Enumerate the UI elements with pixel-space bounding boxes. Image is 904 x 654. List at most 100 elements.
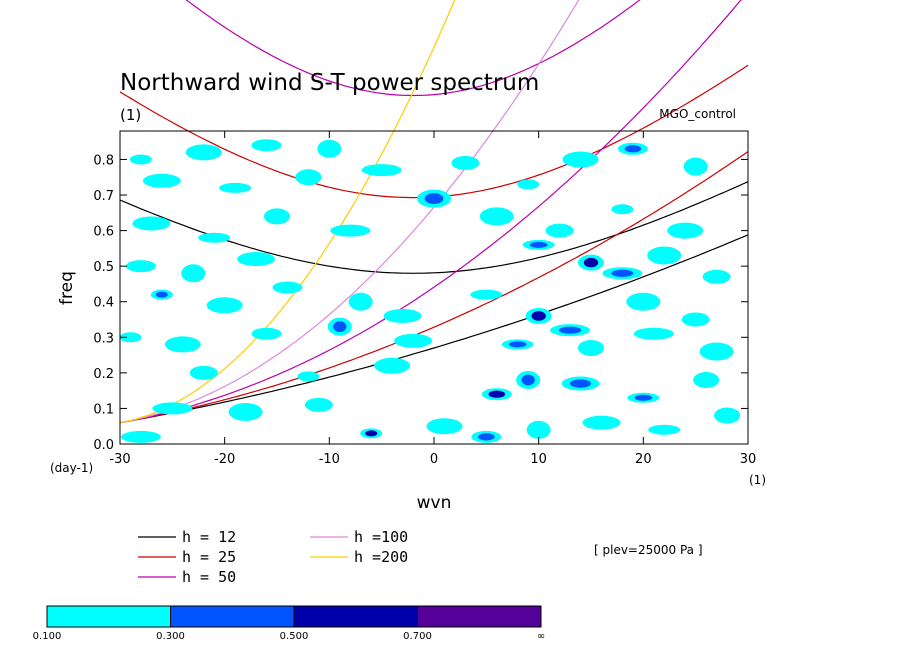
contour-blob — [206, 297, 243, 314]
contour-blob — [517, 179, 540, 190]
contour-blob — [361, 164, 402, 177]
x-tick-label: -10 — [319, 452, 340, 467]
contour-blob-core — [583, 257, 599, 268]
contour-blob — [648, 424, 681, 435]
case-label: MGO_control — [659, 107, 736, 121]
contour-blob — [297, 371, 320, 382]
contour-blob — [626, 292, 661, 311]
curve-legend: h = 12 h = 25 h = 50 h =100 h =200 — [138, 528, 408, 586]
legend-label: h = 25 — [182, 548, 236, 566]
contour-blob — [181, 264, 206, 283]
contour-blob-core — [155, 291, 168, 298]
contour-blob — [330, 224, 371, 237]
y-tick-label: 0.1 — [93, 402, 114, 417]
contour-blob — [129, 154, 152, 165]
contour-blob — [132, 216, 171, 231]
contour-blob — [228, 402, 263, 421]
contour-blob — [693, 371, 720, 388]
contour-blob — [251, 139, 282, 152]
y-tick-label: 0.3 — [93, 331, 114, 346]
pressure-annotation: [ plev=25000 Pa ] — [594, 543, 703, 557]
contour-blob — [578, 339, 604, 356]
contour-blob — [633, 327, 674, 340]
contour-blob — [681, 312, 710, 327]
contour-blob-core — [559, 326, 582, 334]
contour-blob-core — [529, 241, 548, 248]
contour-blob — [683, 157, 708, 176]
colorbar-segment — [46, 605, 171, 628]
y-tick-label: 0.2 — [93, 367, 114, 382]
contour-blob-core — [611, 269, 634, 277]
contour-blob — [426, 418, 463, 435]
chart-subtitle: (1) — [120, 106, 141, 124]
contour-blob — [545, 223, 574, 238]
contour-blob — [317, 139, 342, 158]
contour-blob — [164, 336, 201, 353]
x-tick-label: -30 — [109, 452, 130, 467]
contour-blob-core — [488, 390, 506, 398]
colorbar-label: 0.100 — [33, 631, 62, 642]
y-tick-label: 0.4 — [93, 296, 114, 311]
x-tick-label: 30 — [740, 452, 757, 467]
colorbar-label: 0.300 — [156, 631, 185, 642]
y-unit-label: (day-1) — [50, 461, 93, 475]
colorbar-segment — [170, 605, 295, 628]
kelvin-curve — [119, 234, 749, 424]
contour-blob-core — [365, 430, 378, 437]
contour-blob — [189, 365, 218, 380]
contour-blob — [374, 357, 411, 374]
contour-blob — [152, 402, 193, 415]
contour-blob — [237, 252, 276, 267]
colorbar-segment — [293, 605, 418, 628]
contour-blob — [120, 332, 142, 343]
contour-blob-core — [478, 433, 495, 441]
x-tick-label: 20 — [635, 452, 652, 467]
x-tick-label: 10 — [530, 452, 547, 467]
contour-blob-core — [508, 341, 527, 348]
legend-label: h = 12 — [182, 528, 236, 546]
x-unit-label: (1) — [749, 473, 766, 487]
dispersion-curve — [185, 0, 641, 97]
contour-blob — [198, 232, 231, 243]
contour-blob — [647, 246, 682, 265]
colorbar: 0.100 0.300 0.500 0.700 ∞ — [33, 605, 545, 642]
legend-label: h =200 — [354, 548, 408, 566]
contour-blob — [219, 182, 252, 193]
contour-blob — [667, 222, 704, 239]
contour-blob — [562, 151, 599, 168]
contour-blob — [125, 260, 156, 273]
contour-blob — [394, 333, 433, 348]
contour-blob — [582, 415, 621, 430]
contour-blob — [699, 342, 734, 361]
contour-blob — [185, 144, 222, 161]
colorbar-label: 0.700 — [403, 631, 432, 642]
x-tick-label: -20 — [214, 452, 235, 467]
contour-blob-core — [634, 394, 653, 401]
kelvin-curve — [119, 151, 749, 424]
contour-blob — [470, 289, 503, 300]
legend-label: h = 50 — [182, 568, 236, 586]
contour-blob-core — [333, 321, 347, 333]
contour-blob-core — [570, 379, 591, 388]
contour-blob — [251, 327, 282, 340]
x-tick-label: 0 — [430, 452, 438, 467]
contour-blob — [264, 208, 290, 225]
kelvin-curve — [119, 0, 742, 424]
colorbar-label: ∞ — [537, 631, 545, 642]
power-contours — [120, 139, 741, 443]
contour-blob — [295, 169, 322, 186]
y-tick-label: 0.7 — [93, 189, 114, 204]
contour-blob — [702, 269, 731, 284]
contour-blob-core — [424, 193, 444, 204]
y-axis-label: freq — [57, 271, 77, 305]
contour-blob — [479, 207, 514, 226]
contour-blob-core — [624, 145, 642, 153]
contour-blob — [120, 430, 161, 443]
contour-blob — [714, 407, 741, 424]
y-tick-label: 0.0 — [93, 438, 114, 453]
x-axis-ticks: -30 -20 -10 0 10 20 30 — [109, 131, 756, 467]
contour-blob — [611, 204, 634, 215]
colorbar-segment — [417, 605, 542, 628]
kelvin-curve — [119, 0, 456, 424]
